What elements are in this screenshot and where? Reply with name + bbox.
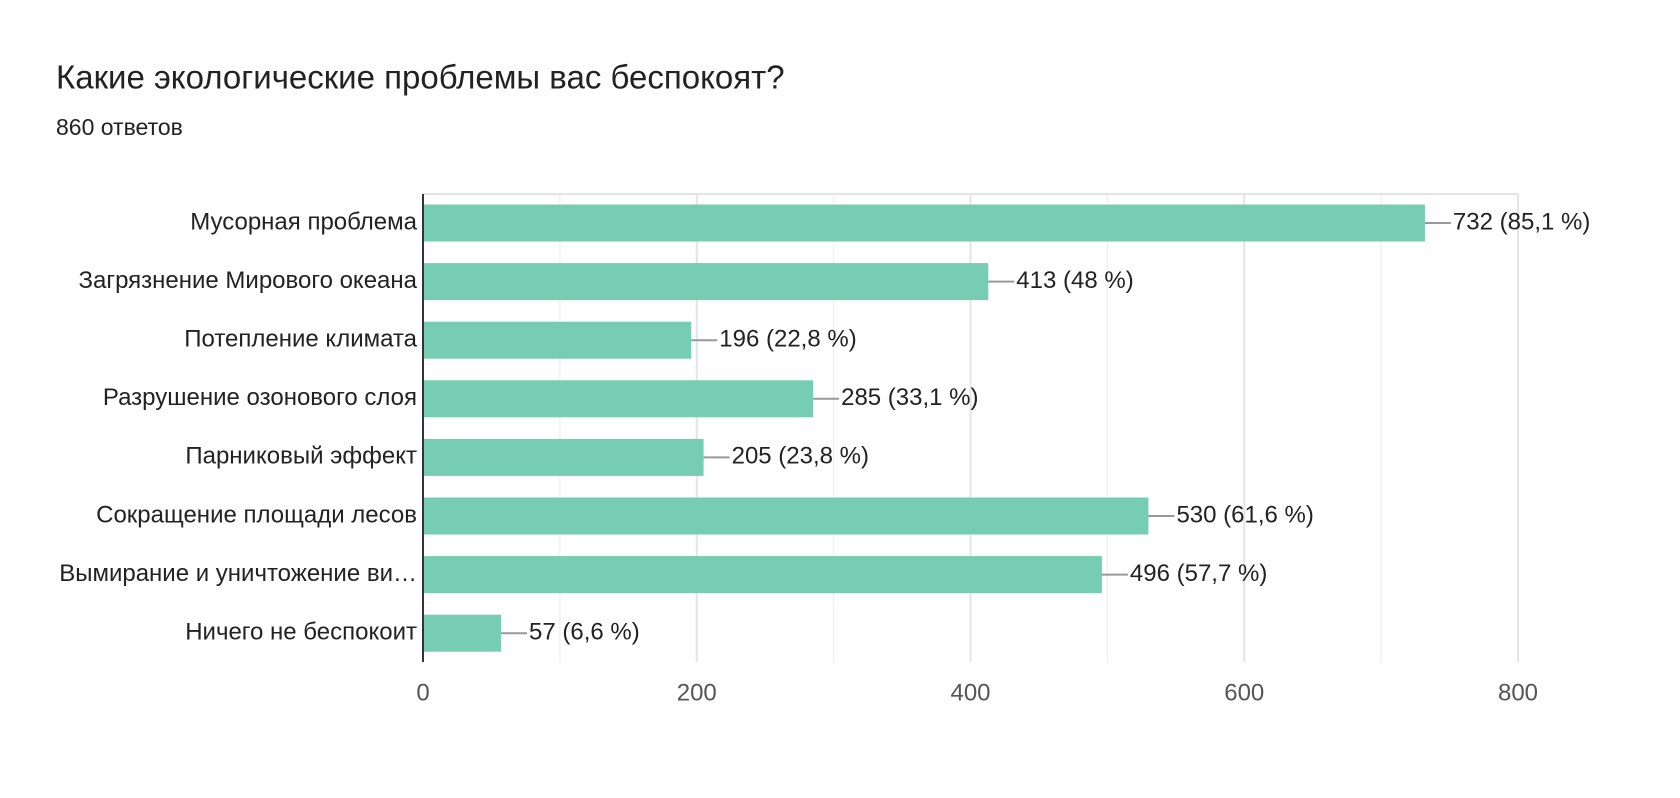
chart-title: Какие экологические проблемы вас беспоко…: [56, 59, 785, 96]
y-tick-label: Мусорная проблема: [190, 208, 417, 235]
x-tick-label: 200: [677, 679, 717, 706]
x-tick-label: 800: [1498, 679, 1538, 706]
bar: [423, 438, 704, 476]
y-tick-label: Разрушение озонового слоя: [103, 384, 417, 411]
y-tick-label: Потепление климата: [184, 326, 417, 353]
bar: [423, 380, 814, 418]
bar: [423, 204, 1425, 242]
data-label: 530 (61,6 %): [1176, 501, 1313, 528]
y-tick-label: Парниковый эффект: [185, 443, 417, 470]
data-label: 205 (23,8 %): [732, 443, 869, 470]
y-tick-label: Загрязнение Мирового океана: [78, 267, 417, 294]
data-label: 285 (33,1 %): [841, 384, 978, 411]
bar: [423, 497, 1149, 535]
data-label: 196 (22,8 %): [719, 326, 856, 353]
x-tick-label: 600: [1224, 679, 1264, 706]
bar: [423, 556, 1102, 594]
data-label: 496 (57,7 %): [1130, 560, 1267, 587]
y-tick-label: Ничего не беспокоит: [185, 619, 417, 646]
bar: [423, 263, 989, 301]
data-label: 57 (6,6 %): [529, 619, 640, 646]
chart-subtitle: 860 ответов: [56, 114, 183, 140]
x-tick-label: 0: [416, 679, 429, 706]
data-label: 732 (85,1 %): [1453, 208, 1590, 235]
x-tick-label: 400: [950, 679, 990, 706]
data-label: 413 (48 %): [1016, 267, 1133, 294]
bar: [423, 321, 692, 359]
y-tick-label: Сокращение площади лесов: [96, 501, 417, 528]
bar: [423, 614, 502, 652]
y-tick-label: Вымирание и уничтожение ви…: [59, 560, 417, 587]
